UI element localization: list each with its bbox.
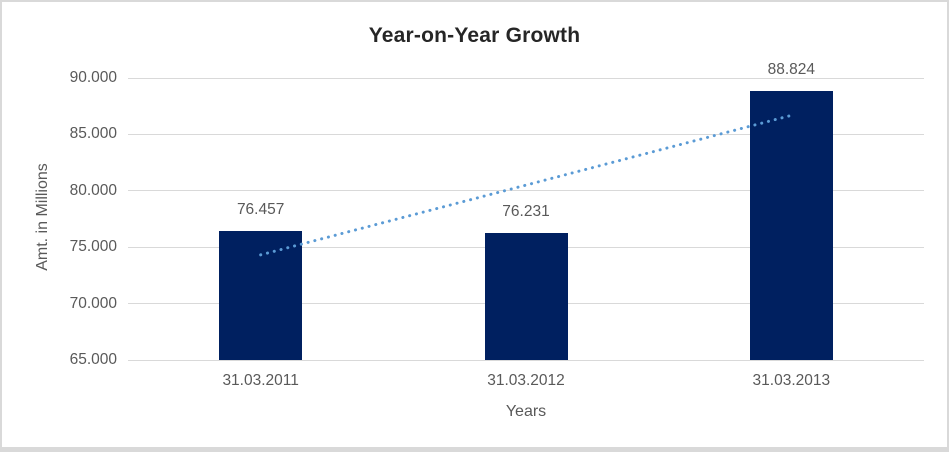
x-axis-title: Years <box>505 403 547 420</box>
bar <box>749 91 833 360</box>
y-tick-label: 75.000 <box>69 238 117 256</box>
y-tick-label: 90.000 <box>69 69 117 86</box>
bar-value-label: 76.457 <box>236 200 285 218</box>
y-tick-label: 65.000 <box>69 351 117 368</box>
y-tick-label: 70.000 <box>69 294 117 312</box>
bar-value-label: 76.231 <box>502 203 550 221</box>
bar-value-label: 88.824 <box>767 61 816 79</box>
x-category-label: 31.03.2013 <box>752 372 831 389</box>
bar <box>484 233 568 360</box>
gridline <box>128 359 924 361</box>
y-tick-label: 80.000 <box>69 181 117 199</box>
gridline <box>128 77 924 79</box>
y-tick-label: 85.000 <box>69 125 117 143</box>
x-category-label: 31.03.2011 <box>222 372 299 389</box>
bar <box>219 230 303 360</box>
x-category-label: 31.03.2012 <box>487 372 565 389</box>
chart-title: Year-on-Year Growth <box>368 24 581 47</box>
